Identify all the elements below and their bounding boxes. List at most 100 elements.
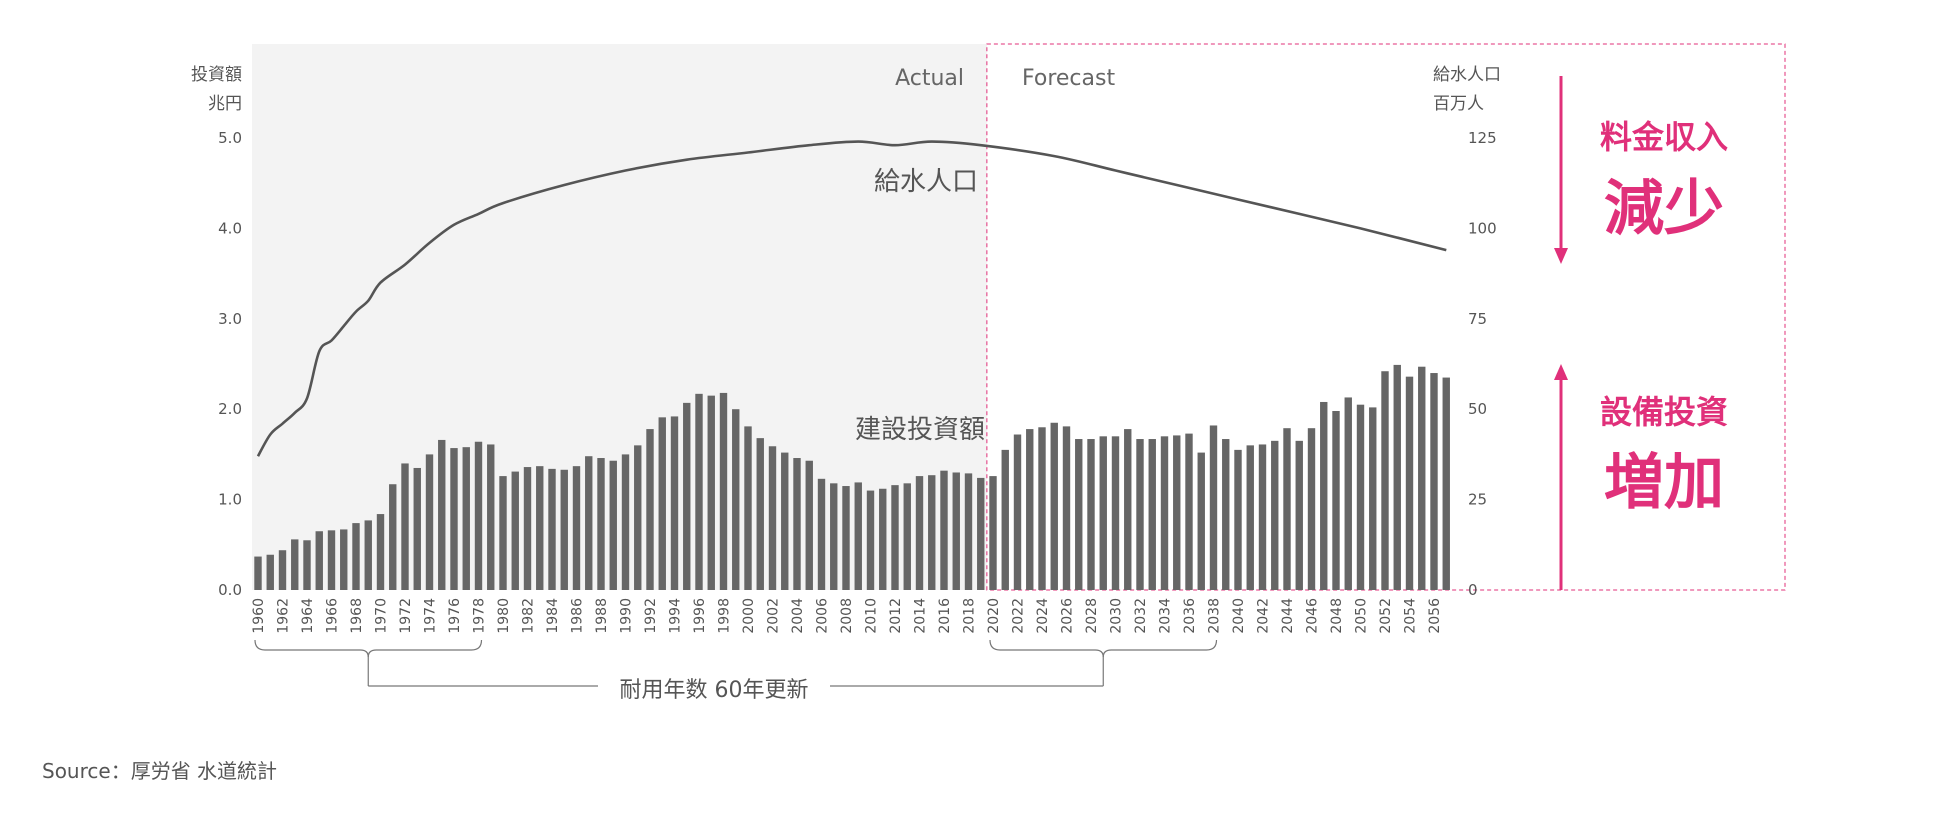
investment-bar — [891, 485, 899, 590]
renewal-note: 耐用年数 60年更新 — [620, 678, 809, 703]
investment-bar — [1271, 440, 1279, 590]
investment-bar — [1160, 436, 1169, 590]
investment-bar — [1209, 425, 1218, 590]
investment-bar — [940, 470, 948, 590]
investment-bar — [1087, 439, 1095, 590]
arrow-up-head — [1554, 364, 1568, 380]
x-tick-label: 2036 — [1182, 598, 1198, 634]
x-tick-label: 1990 — [619, 598, 635, 634]
investment-bar — [572, 466, 581, 590]
revenue-label-big: 減少 — [1604, 174, 1724, 244]
capex-label-big: 増加 — [1604, 448, 1724, 518]
x-tick-label: 2054 — [1403, 598, 1419, 634]
x-tick-label: 1970 — [374, 598, 390, 634]
x-tick-label: 2006 — [815, 598, 831, 634]
investment-bar — [793, 458, 801, 590]
investment-bar — [1344, 397, 1352, 590]
investment-bar — [340, 529, 348, 590]
investment-bar — [879, 488, 887, 590]
investment-bar — [1099, 436, 1107, 590]
investment-bar — [523, 467, 532, 590]
y-left-tick-label: 1.0 — [218, 491, 242, 509]
actual-label: Actual — [895, 66, 964, 91]
x-tick-label: 2000 — [741, 598, 757, 634]
x-axis-ticks: 1960 1962 1964 1966 1968 1970 1972 1974 1976 1978… — [251, 598, 1443, 634]
investment-bar — [352, 523, 360, 590]
investment-bar — [756, 438, 764, 590]
investment-bar — [266, 554, 274, 590]
investment-bar — [744, 426, 752, 590]
investment-bar — [1026, 429, 1034, 590]
investment-bar — [1148, 439, 1156, 590]
investment-bar — [1356, 404, 1365, 590]
investment-bar — [1369, 407, 1377, 590]
x-tick-label: 1966 — [325, 598, 341, 634]
x-tick-label: 2026 — [1060, 598, 1076, 634]
y-right-tick-label: 75 — [1468, 310, 1487, 328]
investment-bar — [854, 482, 862, 590]
x-tick-label: 1980 — [496, 598, 512, 634]
investment-bar — [254, 556, 262, 590]
renewal-brace — [254, 639, 483, 658]
investment-bar — [621, 454, 630, 590]
x-tick-label: 1986 — [570, 598, 586, 634]
y-right-tick-label: 100 — [1468, 219, 1497, 237]
investment-bar — [1062, 426, 1071, 590]
investment-bar — [1173, 435, 1181, 590]
investment-bar — [683, 402, 691, 590]
x-tick-label: 2014 — [913, 598, 929, 634]
investment-bar — [1307, 428, 1316, 590]
x-tick-label: 2016 — [937, 598, 953, 634]
investment-bar — [1124, 429, 1132, 590]
forecast-label: Forecast — [1022, 66, 1115, 91]
investment-bar — [1013, 434, 1022, 590]
investment-bar — [1381, 371, 1389, 590]
investment-bar — [695, 393, 703, 590]
investment-bar — [1246, 445, 1254, 590]
x-tick-label: 2048 — [1329, 598, 1345, 634]
x-tick-label: 2030 — [1109, 598, 1125, 634]
x-tick-label: 2056 — [1427, 598, 1443, 634]
x-tick-label: 1976 — [447, 598, 463, 634]
investment-bar — [487, 444, 495, 590]
investment-bar — [499, 476, 507, 590]
x-tick-label: 2020 — [986, 598, 1002, 634]
x-tick-label: 2024 — [1035, 598, 1051, 634]
x-tick-label: 2002 — [766, 598, 782, 634]
investment-bar — [952, 472, 960, 590]
investment-bar — [964, 473, 973, 590]
investment-bar — [389, 484, 397, 590]
investment-bar — [989, 476, 997, 590]
x-tick-label: 2040 — [1231, 598, 1247, 634]
x-tick-label: 1984 — [545, 598, 561, 634]
investment-bar — [1075, 439, 1083, 590]
x-tick-label: 1962 — [276, 598, 292, 634]
investment-bar — [413, 467, 421, 590]
x-tick-label: 1978 — [472, 598, 488, 634]
y-right-tick-label: 0 — [1468, 581, 1478, 599]
arrow-down-head — [1554, 248, 1568, 264]
y-left-tick-label: 0.0 — [218, 581, 242, 599]
investment-bar — [1295, 440, 1303, 590]
x-tick-label: 1998 — [717, 598, 733, 634]
x-tick-label: 1982 — [521, 598, 537, 634]
x-tick-label: 1968 — [349, 598, 365, 634]
investment-bar — [585, 456, 593, 590]
investment-bar — [278, 550, 287, 590]
investment-bar — [1332, 411, 1340, 590]
investment-bar — [781, 452, 789, 590]
y-left-tick-label: 4.0 — [218, 219, 242, 237]
investment-bar — [1442, 377, 1450, 590]
y-right-tick-label: 125 — [1468, 129, 1497, 147]
x-tick-label: 2004 — [790, 598, 806, 634]
x-tick-label: 2034 — [1158, 598, 1174, 634]
investment-bar — [1283, 428, 1291, 590]
investment-bar — [732, 409, 740, 590]
investment-bar — [646, 429, 654, 590]
investment-bar — [474, 441, 483, 590]
investment-bar — [1393, 364, 1401, 590]
x-tick-label: 1960 — [251, 598, 267, 634]
x-tick-label: 2038 — [1207, 598, 1223, 634]
x-tick-label: 1992 — [643, 598, 659, 634]
